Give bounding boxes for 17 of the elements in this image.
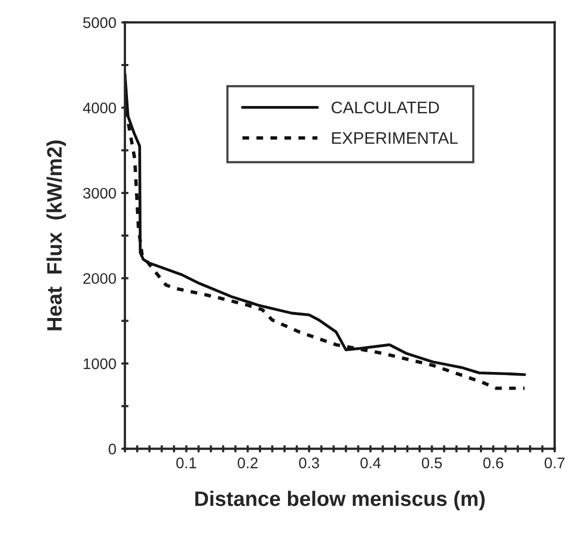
y-tick-label: 3000: [83, 188, 116, 199]
y-axis-title: Heat Flux (kW/m2): [46, 140, 66, 330]
x-axis-title: Distance below meniscus (m): [195, 490, 485, 510]
y-tick-label: 5000: [83, 17, 116, 28]
y-tick-label: 2000: [83, 273, 116, 284]
x-tick-label: 0.3: [299, 458, 320, 468]
x-tick-label: 0.5: [422, 458, 442, 468]
x-tick-label: 0.1: [176, 458, 196, 468]
x-tick-label: 0.2: [238, 458, 258, 468]
x-tick-label: 0.6: [483, 458, 504, 468]
y-tick-label: 0: [108, 444, 116, 454]
x-tick-label: 0.4: [360, 458, 381, 468]
y-tick-label: 1000: [84, 358, 116, 370]
y-tick-label: 4000: [82, 102, 116, 114]
x-tick-label: 0.7: [544, 458, 565, 468]
legend-label: EXPERIMENTAL: [332, 132, 458, 144]
legend-label: CALCULATED: [332, 102, 439, 114]
